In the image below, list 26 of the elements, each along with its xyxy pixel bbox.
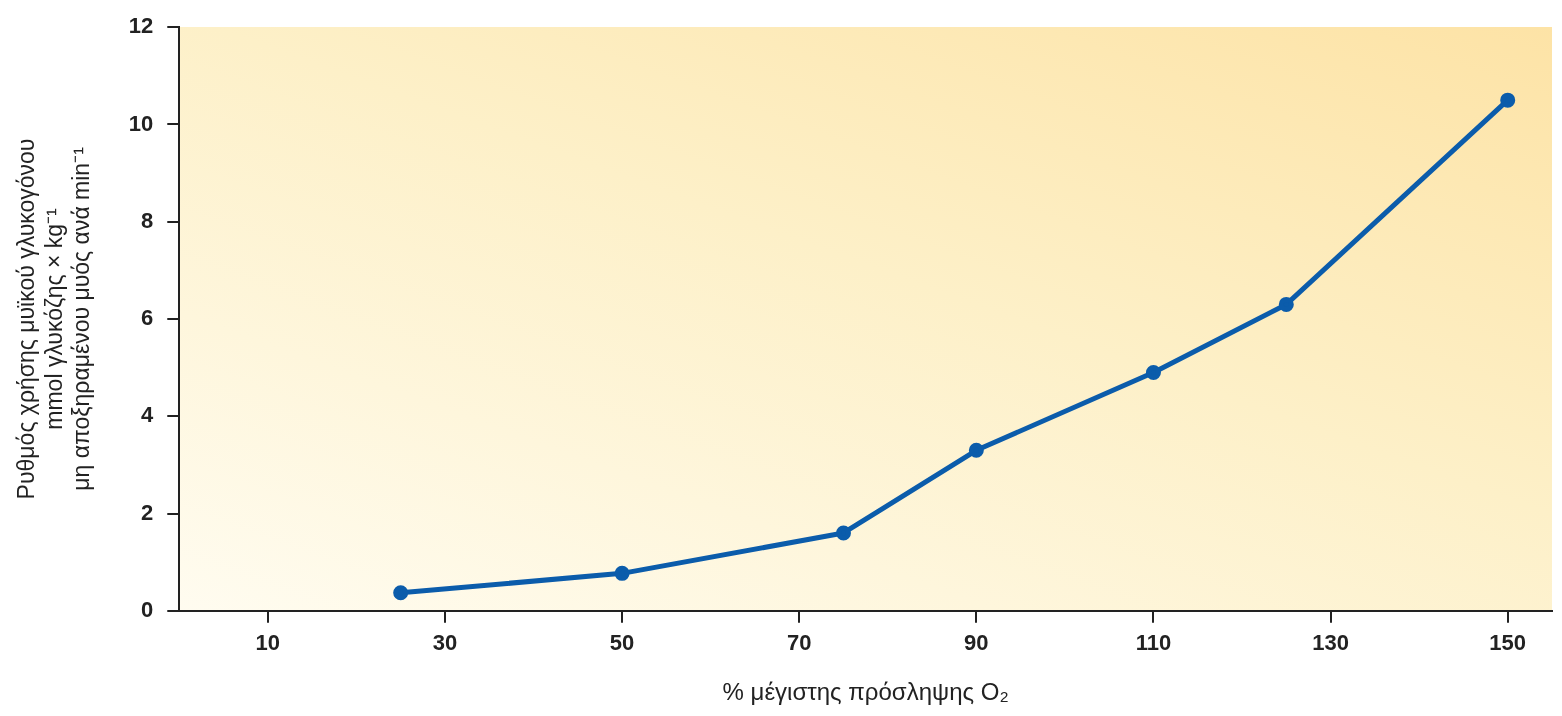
text: mmol γλυκόζης × kg⁻¹ [40,208,67,430]
x-axis-title: % μέγιστης πρόσληψης O₂ [722,678,1009,706]
x-tick-label: 70 [786,630,812,656]
text: μη αποξηραμένου μυός ανά min⁻¹ [68,147,95,491]
y-tick-label: 6 [141,305,154,331]
y-tick-label: 12 [128,13,154,39]
x-tick-label: 130 [1312,630,1349,656]
y-tick-label: 0 [141,596,154,622]
y-tick-label: 10 [128,110,154,136]
point [1145,365,1161,380]
point [393,585,409,601]
y-tick-label: 4 [141,402,155,428]
y-tick-label: 2 [141,499,154,525]
x-tick-label: 150 [1489,630,1527,656]
y-tick-label: 8 [141,207,154,233]
point [614,565,630,581]
x-tick-label: 10 [255,630,281,656]
x-tick-label: 90 [964,630,989,656]
x-tick-label: 30 [432,630,458,656]
text: Ρυθμός χρήσης μυϊκού γλυκογόνου [13,138,40,500]
point [836,525,851,541]
x-tick-label: 50 [609,630,635,656]
point [968,442,984,458]
point [1278,296,1294,312]
x-tick-label: 110 [1135,630,1172,656]
point [1500,92,1516,108]
